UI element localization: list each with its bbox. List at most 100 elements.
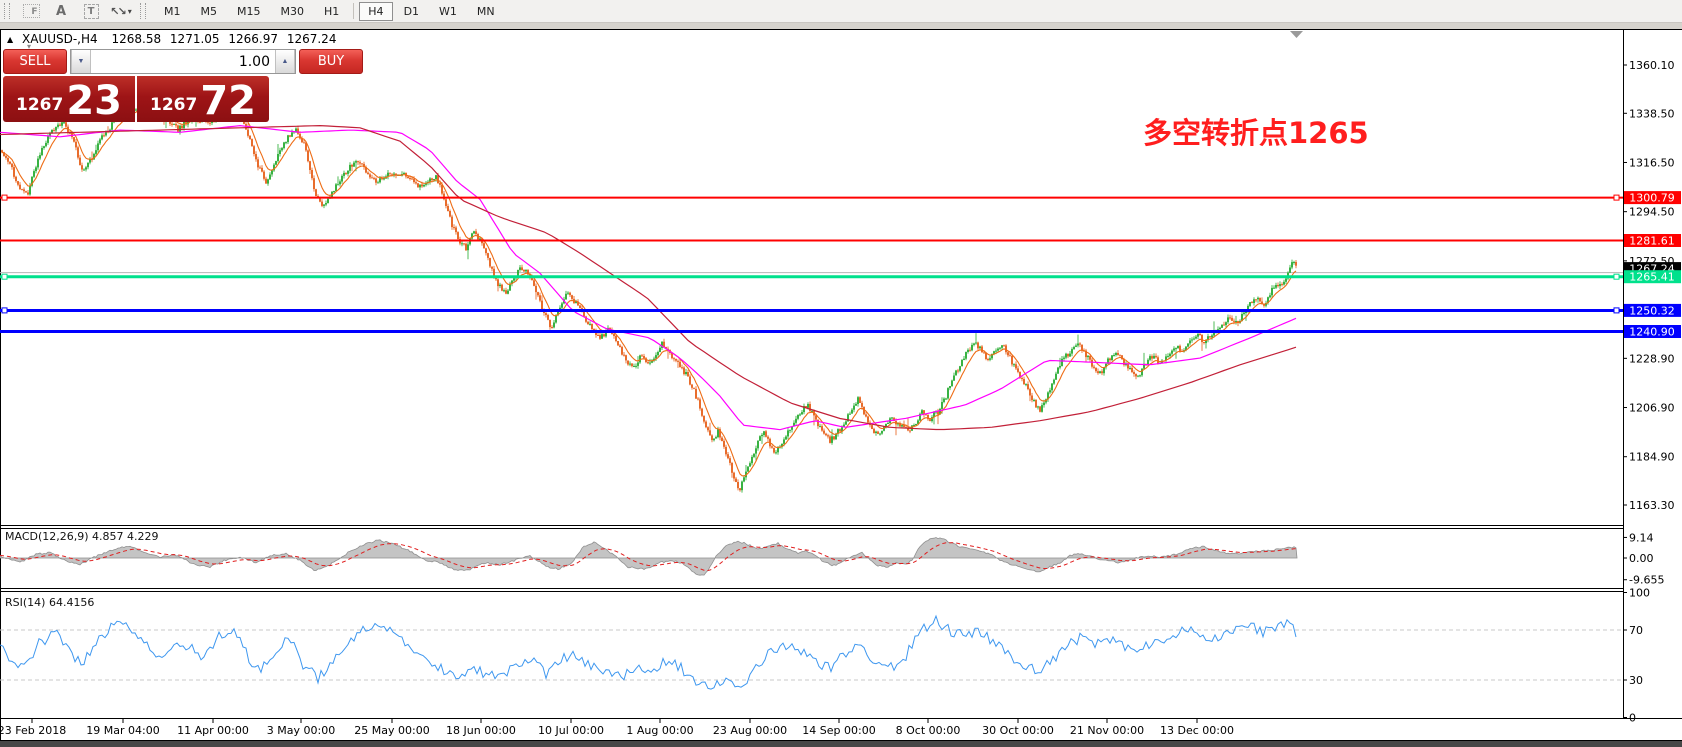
hline-badge-1300.79-text: 1300.79 [1629,192,1675,205]
timeframe-toolbar-grip[interactable] [140,3,146,19]
macd-tick-label: 0.00 [1629,552,1654,565]
price-tick-label: 1338.50 [1629,107,1675,120]
chart-annotation-text[interactable]: 多空转折点1265 [1143,116,1369,150]
collapse-triangle-icon[interactable]: ▲ [7,35,14,44]
rsi-tick-label: 30 [1629,674,1643,687]
timeframe-H4[interactable]: H4 [359,1,393,21]
hline-badge-1250.32 [1624,303,1681,317]
rsi-tick-label: 70 [1629,624,1643,637]
hline-badge-1281.61-text: 1281.61 [1629,234,1675,247]
hline-handle[interactable] [1613,194,1620,201]
open-value: 1268.58 [111,32,162,46]
time-tick-label: 3 May 00:00 [267,724,335,737]
toolbar-grip[interactable] [4,3,10,19]
price-tick-label: 1184.90 [1629,451,1675,464]
ma-slow-line [0,124,1297,431]
timeframe-M30[interactable]: M30 [272,2,314,21]
time-tick-label: 23 Feb 2018 [0,724,66,737]
timeframe-group: M1 M5 M15 M30 H1 H4 D1 W1 MN [154,1,505,21]
rsi-tick-label: 0 [1629,712,1636,725]
volume-input[interactable] [91,50,275,73]
sell-price-main: 1267 [16,95,64,115]
bottom-window-edge [0,741,1682,747]
macd-signal-line [0,542,1297,571]
letter-a-icon: A [55,3,67,19]
hline-badge-1250.32-text: 1250.32 [1629,304,1675,317]
timeframe-M1[interactable]: M1 [155,2,190,21]
hline-badge-1240.90-text: 1240.90 [1629,326,1675,339]
price-tick-label: 1228.90 [1629,352,1675,365]
close-value: 1267.24 [286,32,337,46]
time-tick-label: 1 Aug 00:00 [626,724,693,737]
time-tick-label: 18 Jun 00:00 [446,724,516,737]
timeframe-W1[interactable]: W1 [430,2,466,21]
toolbar: F A T ↖↘ ▾ M1 M5 M15 M30 H1 H4 D1 W1 MN [0,0,1682,23]
time-tick-label: 14 Sep 00:00 [802,724,875,737]
chart-header: ▲ XAUUSD-,H4 1268.58 1271.05 1266.97 126… [7,32,341,46]
sell-price-panel[interactable]: 1267 23 [3,76,135,122]
timeframe-M15[interactable]: M15 [228,2,270,21]
timeframe-MN[interactable]: MN [468,2,504,21]
f-grid-tool-button[interactable]: F [16,1,46,21]
time-tick-label: 30 Oct 00:00 [982,724,1054,737]
toolbar-separator [353,3,355,19]
axis-background [1624,30,1682,718]
sell-price-pips: 23 [66,78,122,125]
buy-button[interactable]: BUY [299,49,363,74]
macd-tick-label: 9.14 [1629,531,1654,544]
buy-price-main: 1267 [150,95,198,115]
time-tick-label: 8 Oct 00:00 [896,724,961,737]
low-value: 1266.97 [228,32,278,46]
oct-prices-row: 1267 23 1267 72 [3,76,269,122]
price-tick-label: 1360.10 [1629,59,1675,72]
rsi-tick-label: 100 [1629,587,1650,600]
timeframe-M5[interactable]: M5 [192,2,227,21]
oct-collapse-icon[interactable]: ▾ [27,42,32,51]
hline-badge-1281.61 [1624,234,1681,247]
volume-up-button[interactable]: ▲ [275,50,295,73]
caret-down-icon: ▾ [127,6,132,16]
rsi-line [0,614,1297,690]
buy-price-pips: 72 [200,78,256,125]
one-click-trading-panel: ▾ SELL ▼ ▲ BUY 1267 23 1267 72 [3,42,363,122]
macd-histogram [0,537,1298,576]
macd-tick-label: -9.655 [1629,574,1664,587]
time-tick-label: 13 Dec 00:00 [1160,724,1234,737]
arrows-tool-button[interactable]: ↖↘ ▾ [106,1,136,21]
hline-handle[interactable] [1,307,8,314]
hline-badge-1265.41-text: 1265.41 [1629,271,1675,284]
time-tick-label: 19 Mar 04:00 [86,724,159,737]
price-tick-label: 1294.50 [1629,206,1675,219]
f-grid-icon: F [22,4,40,18]
symbol-label: XAUUSD-,H4 [21,32,98,46]
time-tick-label: 23 Aug 00:00 [713,724,787,737]
high-value: 1271.05 [169,32,220,46]
text-label-tool-button[interactable]: A [46,1,76,21]
volume-down-button[interactable]: ▼ [71,50,91,73]
hline-handle[interactable] [1613,307,1620,314]
buy-price-panel[interactable]: 1267 72 [137,76,269,122]
hline-badge-1240.90 [1624,325,1681,338]
ma-fast-line [1,101,1297,477]
timeframe-H1[interactable]: H1 [315,2,348,21]
oct-controls-row: SELL ▼ ▲ BUY [3,49,363,74]
candles [1,95,1297,493]
rsi-label: RSI(14) 64.4156 [5,596,95,609]
macd-label: MACD(12,26,9) 4.857 4.229 [5,530,159,543]
hline-badge-1265.41 [1624,270,1681,284]
hline-handle[interactable] [1,273,8,280]
hline-handle[interactable] [1,194,8,201]
hline-badge-1300.79 [1624,191,1681,205]
time-tick-label: 11 Apr 00:00 [177,724,249,737]
toolbar-shadow-strip [0,23,1682,29]
price-tick-label: 1206.90 [1629,402,1675,415]
sell-button[interactable]: SELL [3,49,67,74]
hline-handle[interactable] [1613,273,1620,280]
letter-t-icon: T [83,3,99,19]
text-box-tool-button[interactable]: T [76,1,106,21]
price-tick-label: 1163.30 [1629,499,1675,512]
time-tick-label: 10 Jul 00:00 [538,724,604,737]
timeframe-D1[interactable]: D1 [395,2,428,21]
price-tick-label: 1316.50 [1629,156,1675,169]
